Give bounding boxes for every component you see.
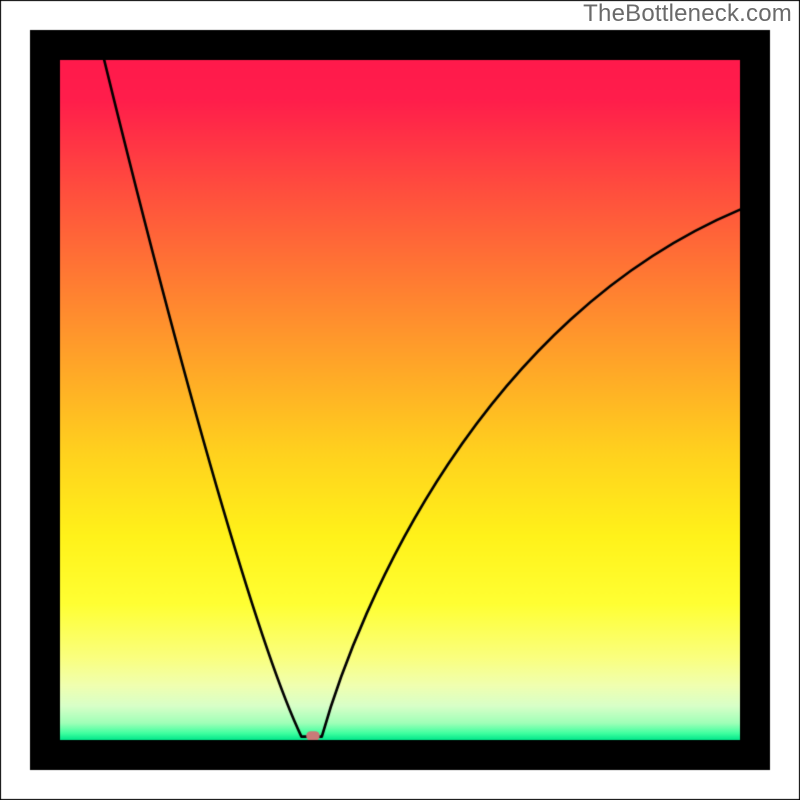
watermark-text: TheBottleneck.com [583, 0, 792, 28]
chart-root: TheBottleneck.com [0, 0, 800, 800]
bottleneck-chart-canvas [0, 0, 800, 800]
